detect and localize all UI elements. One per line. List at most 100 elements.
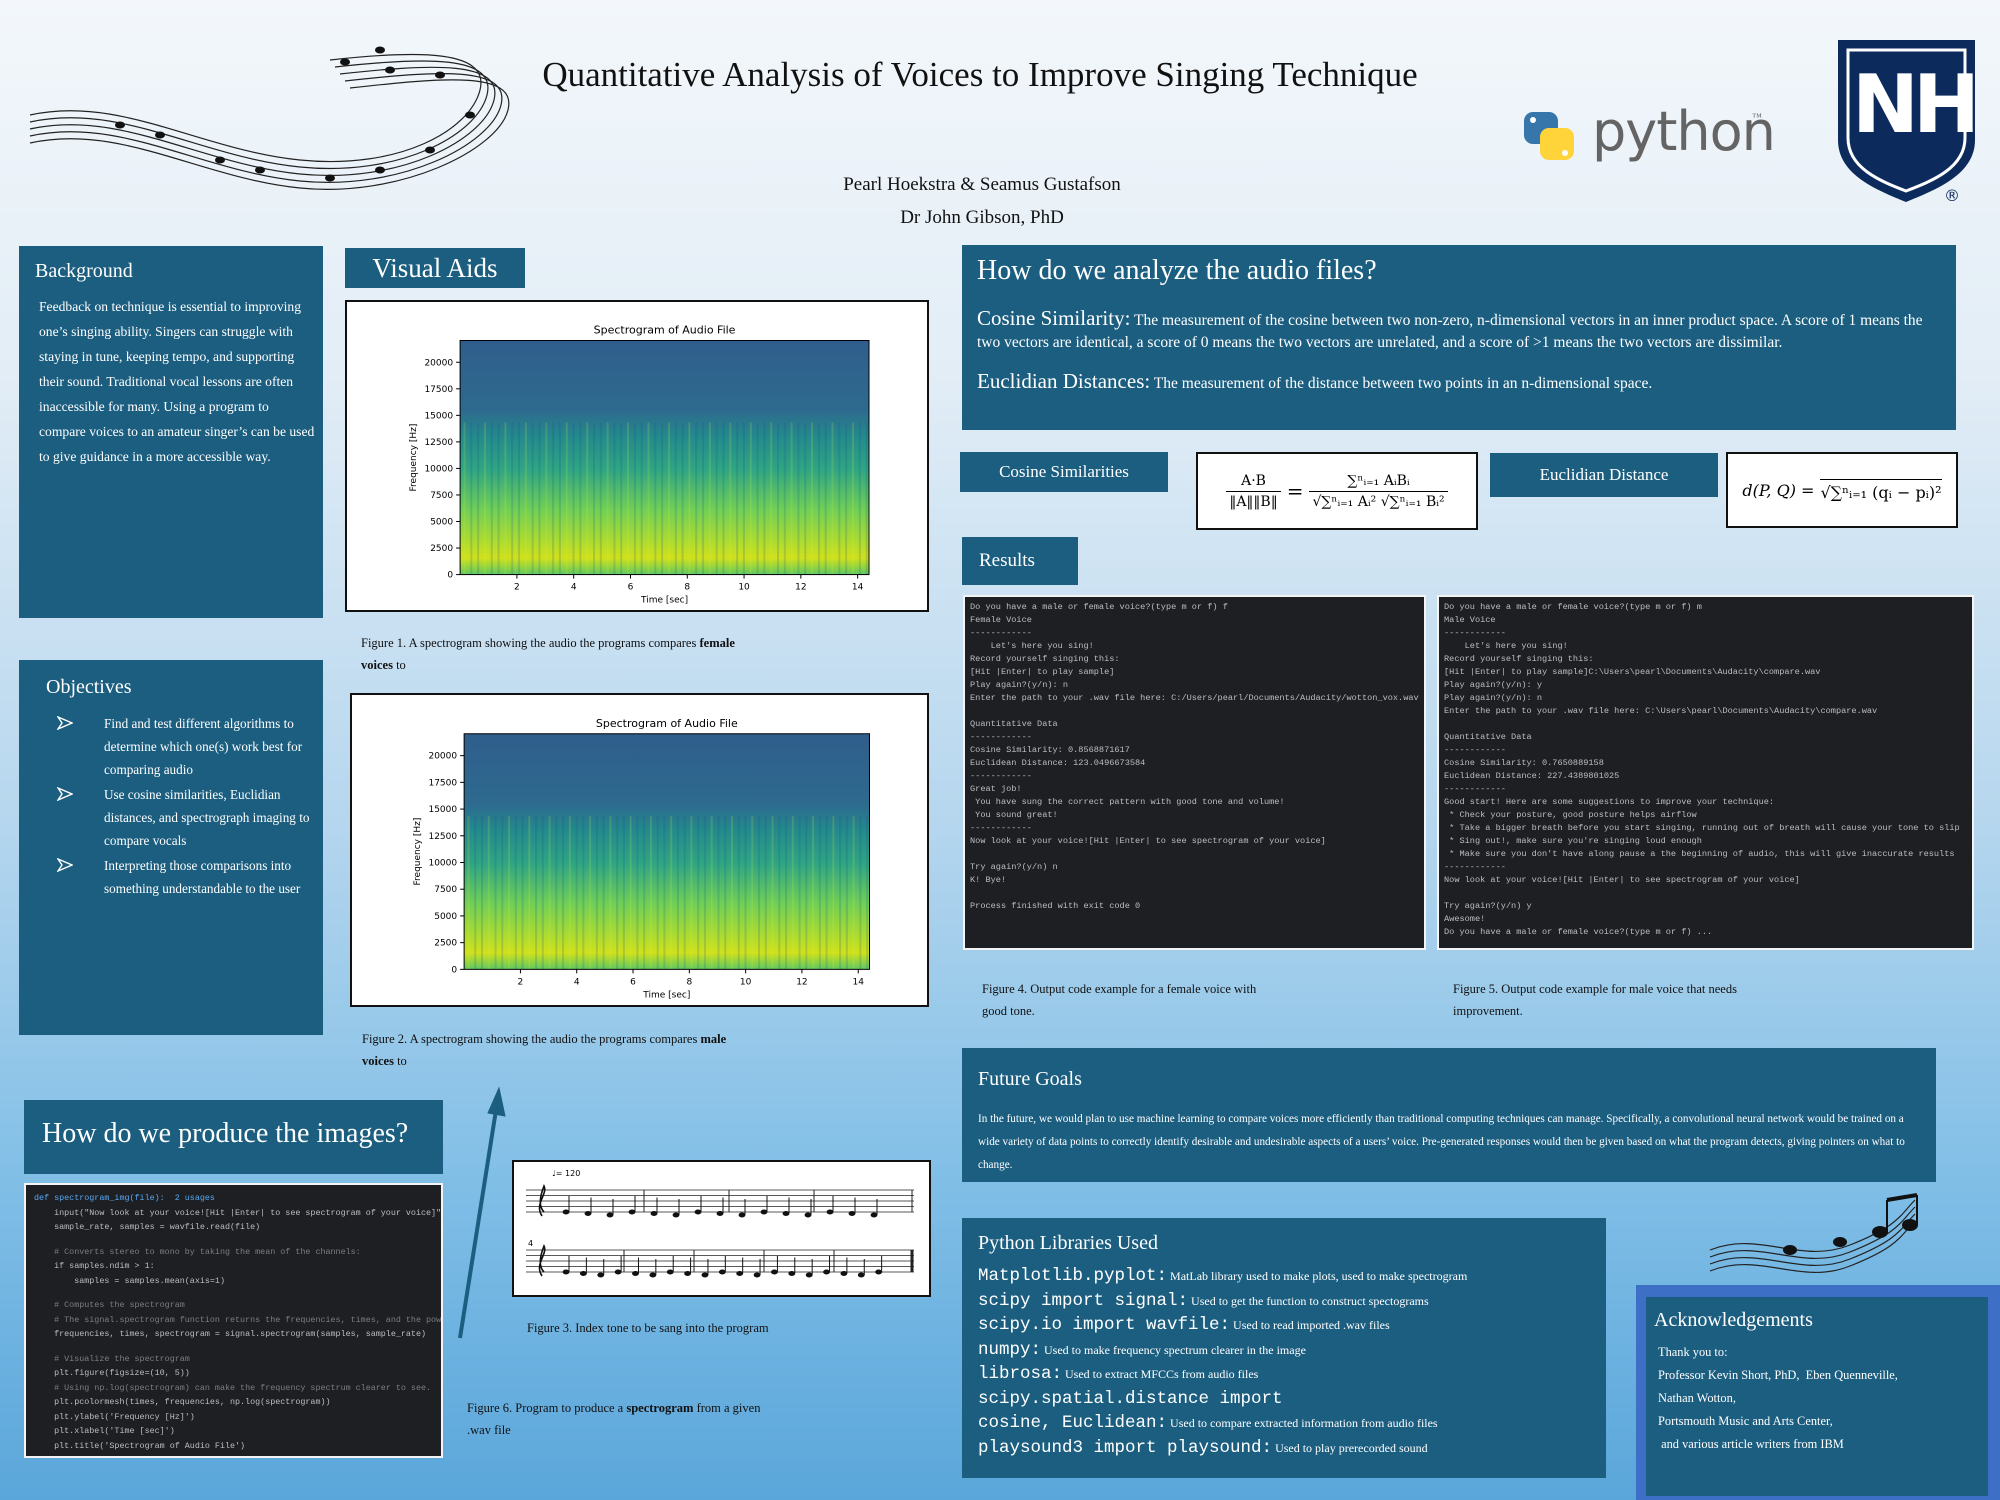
texture-stripe (702, 422, 705, 575)
texture-stripe (622, 816, 625, 970)
figure-2: 0 2500 5000 7500 10000 12500 15000 17500 20000 2 4… (350, 693, 929, 1007)
texture-stripe (521, 816, 524, 970)
formula-part: √∑ⁿᵢ₌₁ (qᵢ − pᵢ)² (1820, 478, 1942, 502)
texture-stripe (514, 816, 517, 970)
authors: Pearl Hoekstra & Seamus Gustafson (843, 174, 1121, 195)
libraries-panel: Python Libraries Used Matplotlib.pyplot:… (962, 1218, 1606, 1478)
texture-stripe (674, 422, 677, 575)
texture-stripe (508, 816, 511, 970)
library-code: scipy import signal: (978, 1290, 1189, 1311)
objectives-panel: Objectives Find and test different algor… (19, 660, 323, 1035)
texture-stripe (695, 422, 698, 575)
formula-part: A·B (1241, 472, 1266, 489)
code-line: plt.show() (34, 1453, 433, 1456)
music-notes-right (1783, 1193, 1918, 1255)
code-block: # Converts stereo to mono by taking the … (34, 1245, 433, 1289)
output-line: Play again?(y/n): n (970, 680, 1068, 690)
note-head (826, 1209, 834, 1215)
note-head (666, 1269, 674, 1275)
caption-bold: male voices (362, 1032, 727, 1068)
y-tick-label: 2500 (430, 544, 453, 554)
texture-stripe (467, 816, 470, 970)
plot-title: Spectrogram of Audio File (596, 717, 738, 730)
note-head (771, 1269, 778, 1275)
x-tick-label: 14 (852, 583, 864, 593)
cosine-label: Cosine Similarities (960, 452, 1168, 492)
texture-stripe (722, 422, 725, 575)
output-line: Record yourself singing this: (1444, 654, 1594, 664)
formula-part: d(P, Q) = (1742, 480, 1815, 500)
library-item: Matplotlib.pyplot: MatLab library used t… (978, 1264, 1598, 1289)
note-head (718, 1269, 726, 1275)
x-tick-label: 10 (740, 977, 752, 987)
note-head (562, 1269, 570, 1275)
caption-text: to (393, 1054, 407, 1068)
output-line: Enter the path to your .wav file here: C… (1444, 706, 1878, 716)
objective-item: Use cosine similarities, Euclidian dista… (33, 783, 313, 852)
acknowledgement-line: and various article writers from IBM (1658, 1437, 1844, 1451)
formula-part: √∑ⁿᵢ₌₁ Aᵢ² √∑ⁿᵢ₌₁ Bᵢ² (1309, 490, 1448, 510)
clef (538, 1184, 546, 1217)
note-head (840, 1271, 848, 1276)
y-tick-label: 15000 (424, 411, 453, 421)
output-line: Try again?(y/n) n (970, 862, 1058, 872)
library-item: cosine, Euclidean: Used to compare extra… (978, 1411, 1598, 1436)
output-line: Great job! (970, 784, 1022, 794)
formula-part: ∑ⁿᵢ₌₁ AᵢBᵢ (1347, 472, 1410, 489)
texture-stripe (538, 422, 541, 575)
produce-panel: How do we produce the images? (24, 1100, 443, 1174)
texture-stripe (518, 422, 521, 575)
texture-stripe (778, 816, 781, 970)
note-head (804, 1212, 812, 1218)
cosine-formula: A·B ‖A‖‖B‖ = ∑ⁿᵢ₌₁ AᵢBᵢ √∑ⁿᵢ₌₁ Aᵢ² √∑ⁿᵢ₌₁ … (1196, 452, 1478, 530)
output-line: * Check your posture, good posture helps… (1444, 810, 1697, 820)
output-line: [Hit |Enter| to play sample]C:\Users\pea… (1444, 667, 1821, 677)
texture-stripe (724, 816, 727, 970)
y-tick-label: 10000 (424, 464, 453, 474)
figure-4-caption: Figure 4. Output code example for a fema… (982, 982, 1257, 1018)
caption-text: Figure 6. Program to produce a (467, 1401, 627, 1415)
code-line: if samples.ndim > 1: (34, 1261, 155, 1271)
output-block: Process finished with exit code 0 (970, 900, 1419, 913)
output-line: Euclidean Distance: 123.0496673584 (970, 758, 1146, 768)
y-tick-label: 0 (447, 571, 453, 581)
texture-stripe (572, 422, 575, 575)
texture-stripe (681, 422, 684, 575)
texture-stripe (627, 422, 630, 575)
texture-stripe (643, 816, 646, 970)
objective-text: Find and test different algorithms to de… (104, 716, 303, 777)
python-wordmark: python (1592, 100, 1776, 163)
background-heading: Background (35, 260, 133, 282)
analyze-item: Euclidian Distances: The measurement of … (977, 370, 1937, 395)
texture-stripe (690, 816, 693, 970)
note-head (701, 1272, 709, 1278)
code-line: # The signal.spectrogram function return… (54, 1314, 442, 1325)
texture-stripe (531, 422, 534, 575)
texture-stripe (545, 422, 548, 575)
x-tick-label: 4 (571, 583, 577, 593)
texture-stripe (483, 422, 486, 575)
texture-stripe (649, 816, 652, 970)
code-line: # Visualize the spectrogram (34, 1353, 190, 1364)
output-block: Try again?(y/n) n K! Bye! (970, 861, 1419, 887)
library-item: scipy.spatial.distance import (978, 1387, 1598, 1412)
texture-stripe (838, 422, 841, 575)
spectrogram-image (464, 733, 870, 970)
texture-stripe (798, 816, 801, 970)
library-desc: Used to compare extracted information fr… (1167, 1416, 1438, 1430)
texture-stripe (599, 422, 602, 575)
texture-stripe (791, 816, 794, 970)
objective-text: Interpreting those comparisons into some… (104, 858, 301, 896)
texture-stripe (633, 422, 636, 575)
output-line: Enter the path to your .wav file here: C… (970, 693, 1419, 703)
formula-part: = (1286, 479, 1304, 503)
texture-stripe (609, 816, 612, 970)
texture-stripe (562, 816, 565, 970)
figure-5-caption: Figure 5. Output code example for male v… (1453, 982, 1737, 1018)
future-heading: Future Goals (978, 1068, 1082, 1090)
x-tick-label: 6 (630, 977, 636, 987)
output-line: * Take a bigger breath before you start … (1444, 823, 1960, 833)
texture-stripe (845, 422, 848, 575)
texture-stripe (770, 422, 773, 575)
